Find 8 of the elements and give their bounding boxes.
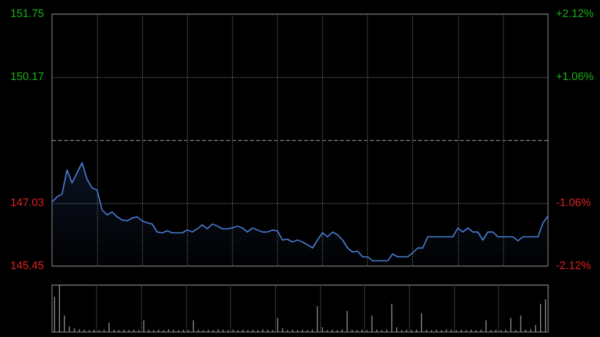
y2-tick-label: -1.06% (556, 197, 592, 209)
y2-tick-label: -2.12% (556, 260, 592, 272)
y-tick-label: 145.45 (10, 260, 44, 272)
y-tick-label: 150.17 (10, 71, 44, 84)
y-tick-label: 147.03 (10, 196, 44, 209)
y-tick-label: 151.75 (10, 8, 44, 20)
y2-tick-label: +1.06% (556, 71, 594, 83)
y2-tick-label: +2.12% (556, 8, 594, 20)
